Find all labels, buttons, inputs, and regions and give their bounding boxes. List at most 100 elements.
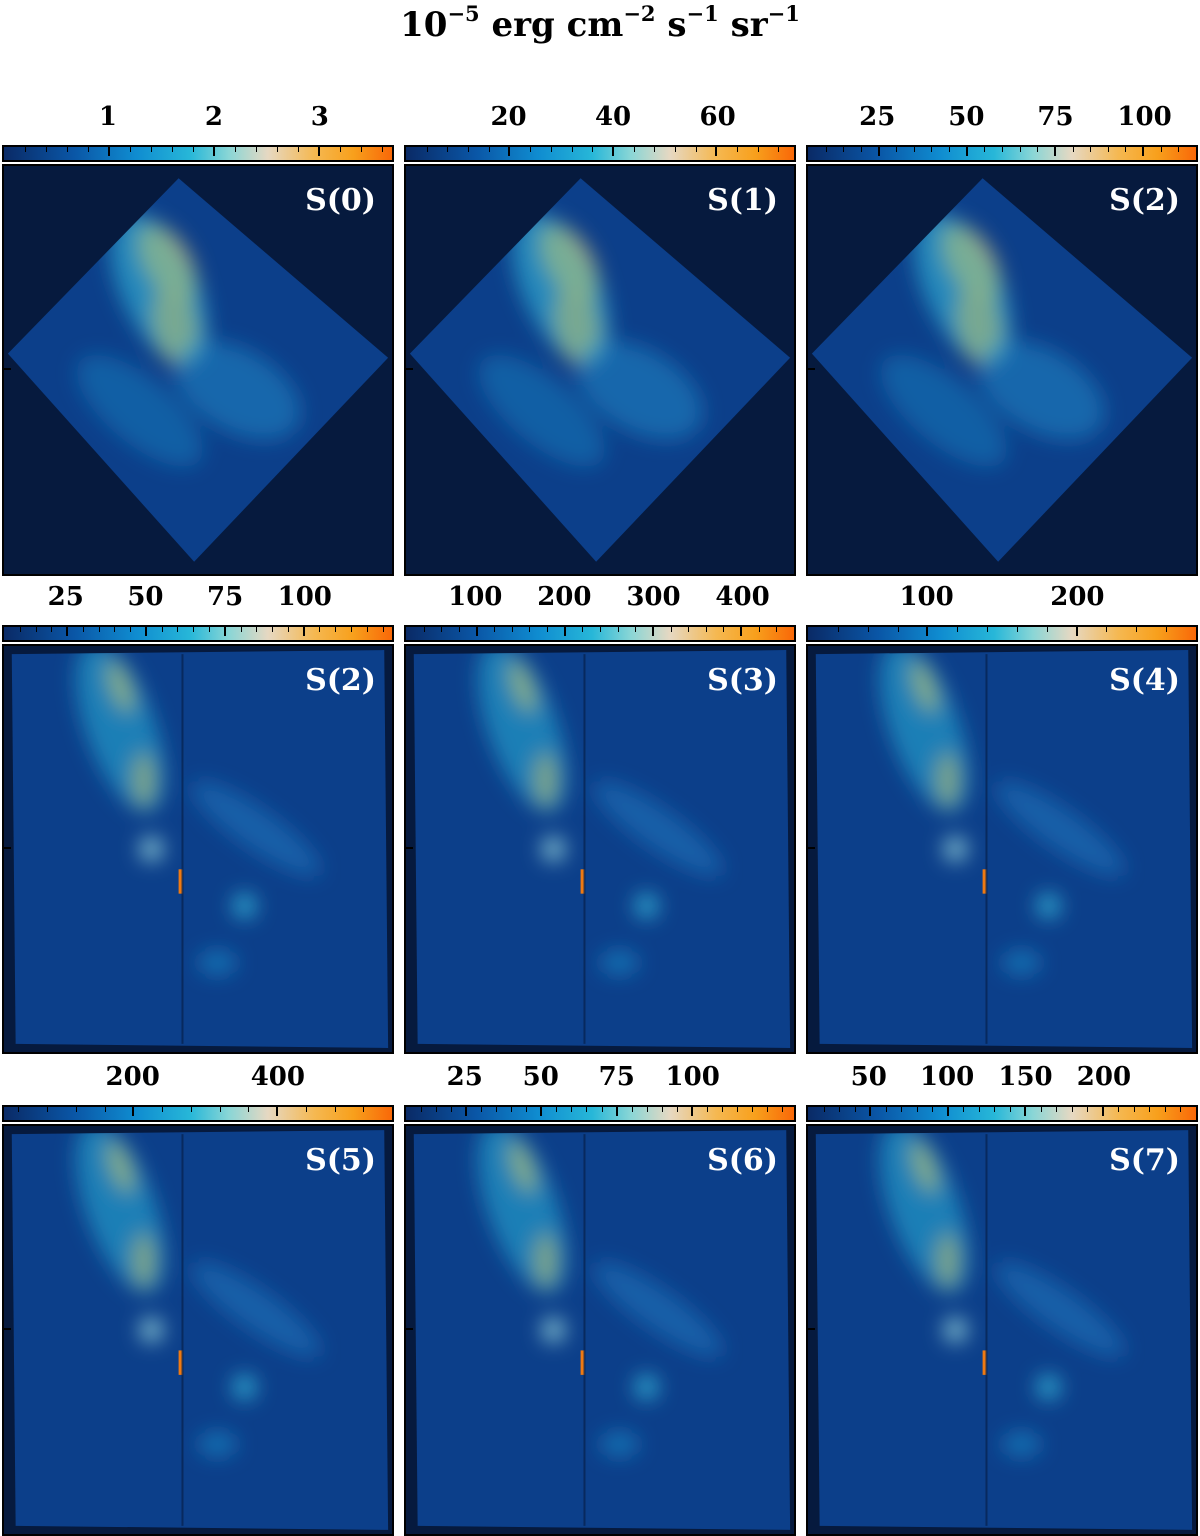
colorbar-tick-label: 200 [1050, 582, 1105, 612]
colorbar-minor-tick [1002, 147, 1003, 152]
colorbar-minor-tick [897, 627, 899, 632]
colorbar-major-tick [66, 627, 69, 636]
colorbar-minor-tick [823, 1107, 825, 1112]
colorbar-minor-tick [530, 147, 532, 152]
colorbar-major-tick [465, 1107, 468, 1116]
colorbar [2, 145, 394, 162]
colorbar-minor-tick [688, 627, 690, 632]
colorbar-minor-tick [436, 1107, 438, 1112]
colorbar-minor-tick [1125, 147, 1127, 152]
colorbar-minor-tick [984, 147, 986, 152]
colorbar-minor-tick [255, 147, 257, 152]
panel-label: S(1) [707, 183, 778, 218]
colorbar-minor-tick [162, 1107, 164, 1112]
colorbar-major-tick [615, 1107, 618, 1116]
colorbar-minor-tick [949, 147, 951, 152]
colorbar [404, 1105, 796, 1122]
colorbar-tick-labels: 100 200 300 400 [404, 579, 796, 615]
colorbar-minor-tick [860, 147, 862, 152]
colorbar-minor-tick [556, 1107, 558, 1112]
colorbar-minor-tick [1118, 1107, 1120, 1112]
colorbar-minor-tick [571, 147, 573, 152]
colorbar-minor-tick [47, 1107, 49, 1112]
colorbar-tick-label: 300 [626, 582, 681, 612]
colorbar-tick-label: 100 [665, 1062, 720, 1092]
colorbar-minor-tick [1090, 147, 1092, 152]
colorbar-minor-tick [963, 1107, 965, 1112]
colorbar-minor-tick [248, 1107, 250, 1112]
colorbar-minor-tick [496, 1107, 498, 1112]
colorbar-tick-label: 60 [699, 102, 736, 132]
map-image [413, 650, 791, 1048]
colorbar-minor-tick [87, 147, 89, 152]
colorbar-tick-label: 200 [1076, 1062, 1132, 1092]
colorbar-tick-label: 50 [522, 1062, 559, 1092]
colorbar-tick-label: 200 [105, 1062, 160, 1092]
colorbar-minor-tick [1178, 147, 1180, 152]
colorbar-minor-tick [98, 627, 100, 632]
colorbar-minor-tick [670, 627, 672, 632]
colorbar [806, 145, 1198, 162]
colorbar-minor-tick [82, 627, 84, 632]
colorbar-minor-tick [706, 1107, 708, 1112]
colorbar-minor-tick [586, 1107, 588, 1112]
colorbar-minor-tick [1149, 1107, 1151, 1112]
colorbar-minor-tick [1160, 147, 1162, 152]
colorbar-minor-tick [737, 147, 739, 152]
colorbar-major-tick [869, 1107, 872, 1116]
colorbar-minor-tick [1071, 1107, 1073, 1112]
colorbar-minor-tick [766, 1107, 768, 1112]
colorbar-tick-label: 400 [715, 582, 770, 612]
emission-map: S(0) [2, 164, 394, 576]
colorbar-major-tick [302, 627, 305, 636]
colorbar-minor-tick [854, 1107, 856, 1112]
colorbar-minor-tick [319, 627, 321, 632]
emission-map: S(2) [806, 164, 1198, 576]
colorbar-minor-tick [526, 1107, 528, 1112]
colorbar-minor-tick [193, 627, 195, 632]
y-axis-tick [4, 1328, 11, 1330]
colorbar-major-tick [107, 147, 110, 156]
colorbar-minor-tick [978, 1107, 980, 1112]
colorbar-minor-tick [130, 627, 132, 632]
colorbar-minor-tick [382, 627, 384, 632]
colorbar-major-tick [946, 1107, 949, 1116]
colorbar-major-tick [1101, 1107, 1104, 1116]
colorbar-minor-tick [339, 147, 341, 152]
colorbar-minor-tick [631, 1107, 633, 1112]
colorbar-minor-tick [287, 627, 289, 632]
colorbar-major-tick [926, 627, 929, 636]
map-image [11, 650, 389, 1048]
colorbar-major-tick [540, 1107, 543, 1116]
colorbar-major-tick [740, 627, 743, 636]
colorbar-tick-labels: 100 200 [806, 579, 1198, 615]
colorbar-major-tick [1075, 627, 1078, 636]
colorbar-minor-tick [426, 147, 428, 152]
colorbar-minor-tick [272, 627, 274, 632]
colorbar-minor-tick [646, 1107, 648, 1112]
map-image [815, 650, 1193, 1048]
colorbar-major-tick [715, 147, 718, 156]
panel-label: S(3) [707, 663, 778, 698]
colorbar-tick-label: 50 [127, 582, 164, 612]
emission-map: S(6) [404, 1124, 796, 1536]
colorbar [404, 145, 796, 162]
colorbar-minor-tick [511, 627, 513, 632]
colorbar-minor-tick [635, 627, 637, 632]
map-image [413, 1130, 791, 1530]
colorbar-tick-label: 400 [250, 1062, 305, 1092]
colorbar-major-tick [563, 627, 566, 636]
colorbar-minor-tick [458, 627, 460, 632]
colorbar [806, 625, 1198, 642]
emission-map: S(3) [404, 644, 796, 1054]
colorbar-tick-label: 40 [594, 102, 632, 132]
colorbar-minor-tick [1180, 1107, 1182, 1112]
colorbar-minor-tick [1037, 147, 1039, 152]
colorbar-minor-tick [931, 147, 933, 152]
colorbar-minor-tick [350, 627, 352, 632]
colorbar-tick-label: 75 [206, 582, 244, 612]
colorbar-tick-label: 50 [948, 102, 985, 132]
colorbar-minor-tick [550, 147, 552, 152]
colorbar-minor-tick [75, 1107, 77, 1112]
colorbar-minor-tick [913, 147, 915, 152]
